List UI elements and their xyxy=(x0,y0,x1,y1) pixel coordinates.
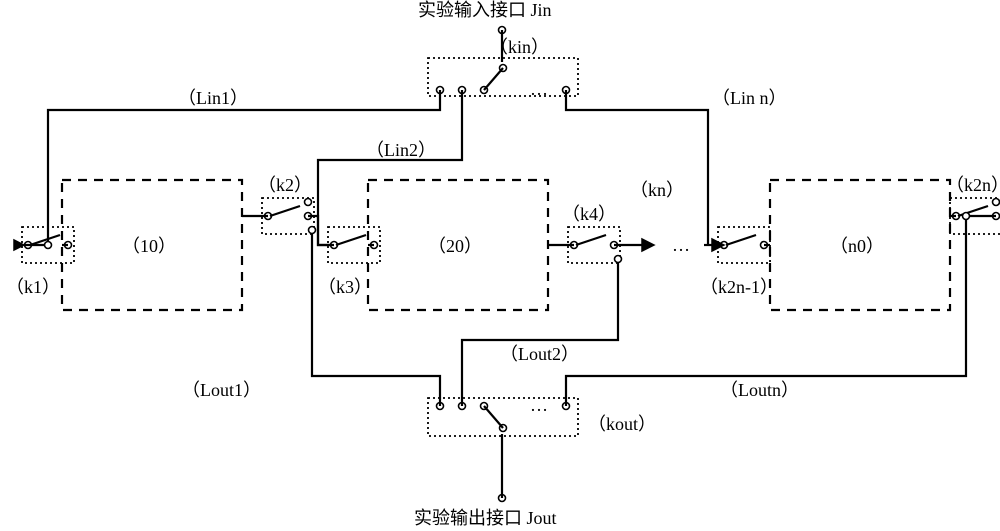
wire-lin2 xyxy=(318,90,462,245)
wire-lin1 xyxy=(24,90,440,245)
svg-text:…: … xyxy=(672,235,690,255)
svg-text:（Lout2）: （Lout2） xyxy=(500,344,579,364)
wire-lout1 xyxy=(312,230,440,406)
svg-text:…: … xyxy=(530,395,548,415)
svg-text:（k4）: （k4） xyxy=(562,204,616,224)
svg-text:（n0）: （n0） xyxy=(830,236,884,256)
svg-text:（Lin1）: （Lin1） xyxy=(178,88,248,108)
svg-text:（k3）: （k3） xyxy=(318,277,372,297)
svg-text:（Lin2）: （Lin2） xyxy=(366,140,436,160)
svg-text:（kout）: （kout） xyxy=(588,414,656,434)
svg-text:（kn）: （kn） xyxy=(630,180,684,200)
svg-text:（kin）: （kin） xyxy=(490,37,549,57)
svg-text:实验输出接口 Jout: 实验输出接口 Jout xyxy=(414,508,557,528)
svg-text:（k2n-1）: （k2n-1） xyxy=(700,277,778,297)
svg-text:（Lout1）: （Lout1） xyxy=(182,380,261,400)
svg-text:（Loutn）: （Loutn） xyxy=(720,380,799,400)
wire-lout2 xyxy=(462,259,618,406)
svg-text:（Lin n）: （Lin n） xyxy=(712,88,787,108)
svg-text:（k2n）: （k2n） xyxy=(946,175,1000,195)
circuit-diagram: （10） （20） （n0） （k1） （k2） （k3） （k4） （k2n-1） （k2n）… xyxy=(0,0,1000,531)
svg-text:（10）: （10） xyxy=(122,236,176,256)
svg-text:（k2）: （k2） xyxy=(258,175,312,195)
svg-text:…: … xyxy=(530,79,548,99)
svg-text:实验输入接口 Jin: 实验输入接口 Jin xyxy=(418,0,552,20)
svg-text:（20）: （20） xyxy=(428,236,482,256)
svg-text:（k1）: （k1） xyxy=(6,277,60,297)
